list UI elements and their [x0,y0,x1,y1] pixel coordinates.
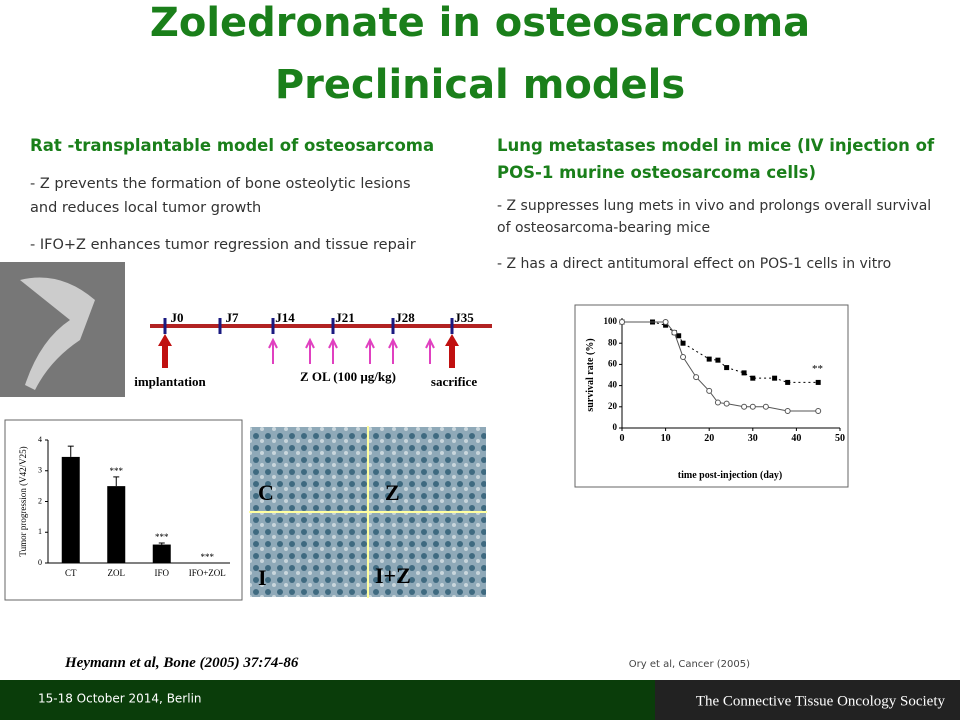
y-tick-label: 1 [38,527,42,536]
y-tick-label: 20 [608,401,618,411]
point [676,333,682,339]
y-tick-label: 4 [38,435,42,444]
treatment-arrow [268,337,278,364]
point [815,379,821,385]
histology [248,425,488,599]
x-tick-label: ZOL [108,568,126,578]
y-tick-label: 40 [608,380,618,390]
day-label: J28 [395,310,415,325]
day-label: J21 [335,310,355,325]
y-axis-label: Tumor progression (V42/V25) [18,446,28,556]
point [749,403,756,410]
x-tick-label: 10 [661,433,671,444]
event-arrow [158,334,172,368]
point [750,375,756,381]
bullet: - IFO+Z enhances tumor regression and ti… [30,237,416,253]
left-heading: Rat -transplantable model of osteosarcom… [30,136,435,155]
x-tick-label: 50 [835,433,845,444]
title: Zoledronate in osteosarcoma [149,0,811,46]
event-arrow [445,334,459,368]
x-tick-label: 40 [791,433,801,444]
day-label: J14 [275,310,295,325]
x-tick-label: CT [65,568,77,578]
line-chart-frame [574,304,849,488]
bullet: - Z has a direct antitumoral effect on P… [497,256,892,272]
bullet: - Z prevents the formation of bone osteo… [30,176,411,216]
point [784,408,791,415]
sacrifice-label: sacrifice [431,374,477,389]
bullet: - Z suppresses lung mets in vivo and pro… [497,198,932,236]
bar [107,486,126,563]
implantation-label: implantation [134,374,206,389]
point [741,370,747,376]
day-label: J35 [454,310,474,325]
point [715,357,721,363]
panel-label: I [258,565,267,590]
point [714,399,721,406]
x-tick-label: 30 [748,433,758,444]
y-axis-label: survival rate (%) [585,338,596,411]
y-tick-label: 0 [613,422,618,432]
point [772,375,778,381]
y-tick-label: 0 [38,558,42,567]
significance: *** [110,466,124,476]
point [662,319,669,325]
y-tick-label: 3 [38,466,42,475]
point [724,365,730,371]
y-tick-label: 100 [604,316,618,326]
treatment-arrow [365,337,375,364]
panel-label: C [258,480,274,505]
point [723,400,730,407]
annotation: ** [812,363,823,375]
point [619,319,625,325]
treatment-label: Z OL (100 µg/kg) [300,369,396,384]
day-label: J7 [226,310,240,325]
bar [61,456,80,563]
xray-bone [20,277,95,390]
day-label: J0 [171,310,184,325]
point [785,379,791,385]
x-tick-label: IFO [154,568,169,578]
treatment-arrow [388,337,398,364]
treatment-arrow [305,337,315,364]
significance: *** [201,552,215,562]
point [671,329,678,336]
x-tick-label: 0 [620,433,625,444]
panel-label: I+Z [375,563,411,588]
y-tick-label: 2 [38,496,42,505]
right-heading: Lung metastases model in mice (IV inject… [497,136,935,182]
bar [152,544,171,563]
point [706,356,712,362]
footer-date: 15-18 October 2014, Berlin [38,692,202,706]
point [815,408,822,415]
point [693,374,700,381]
x-tick-label: IFO+ZOL [189,568,226,578]
citation: Heymann et al, Bone (2005) 37:74-86 [64,655,299,671]
x-tick-label: 20 [704,433,714,444]
subtitle: Preclinical models [274,62,686,108]
panel-label: Z [385,480,400,505]
point [741,403,748,410]
point [680,353,687,360]
x-axis-label: time post-injection (day) [678,470,782,481]
point [706,387,713,394]
point [762,403,769,410]
point [663,322,669,328]
footer-logo-bg [655,680,960,720]
treatment-arrow [425,337,435,364]
point [680,340,686,346]
treatment-arrow [328,337,338,364]
significance: *** [155,532,169,542]
y-tick-label: 80 [608,337,618,347]
y-tick-label: 60 [608,358,618,368]
citation: Ory et al, Cancer (2005) [629,659,750,670]
footer-society: The Connective Tissue Oncology Society [696,693,946,709]
